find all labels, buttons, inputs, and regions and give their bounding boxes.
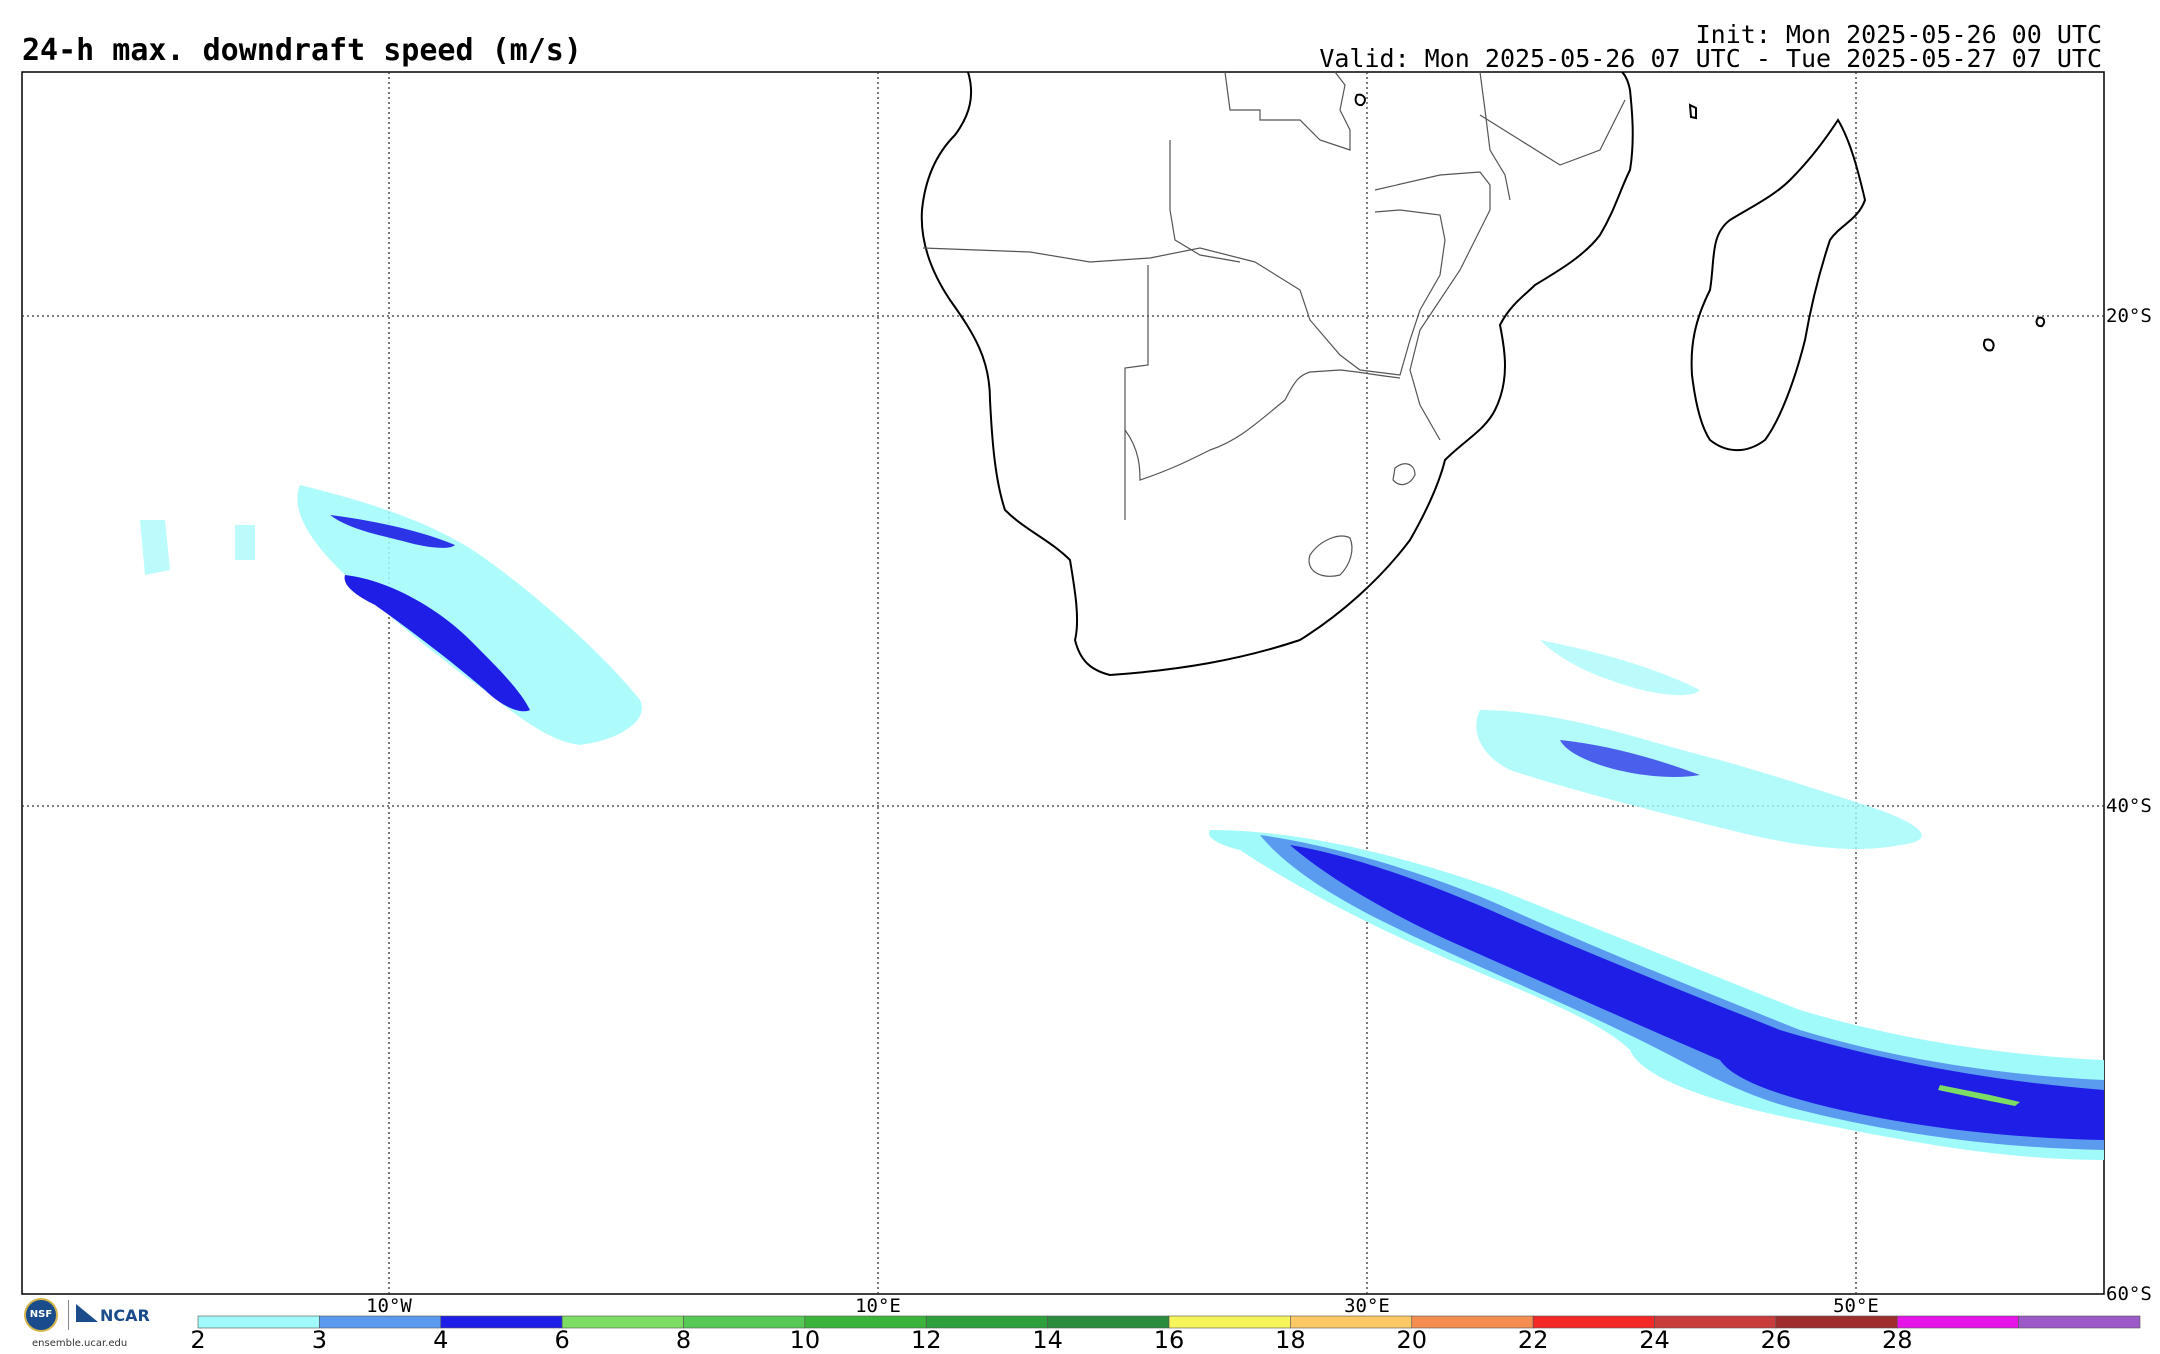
shade-mid-light-2 bbox=[1540, 640, 1700, 696]
border-namibia-botswana bbox=[1124, 265, 1149, 520]
colorbar-swatch bbox=[1532, 1315, 1655, 1329]
lon-label-50e: 50°E bbox=[1833, 1295, 1879, 1317]
madagascar-coast bbox=[1690, 118, 1867, 452]
shade-west-dark bbox=[344, 575, 530, 712]
colorbar-swatch bbox=[1654, 1315, 1777, 1329]
colorbar-swatch bbox=[440, 1315, 563, 1329]
colorbar-swatch bbox=[925, 1315, 1048, 1329]
colorbar-swatch bbox=[1290, 1315, 1413, 1329]
colorbar-swatch bbox=[1775, 1315, 1898, 1329]
colorbar-swatch bbox=[197, 1315, 320, 1329]
branding: NSF NCAR ensemble.ucar.edu bbox=[24, 1298, 164, 1354]
lon-labels: 10°W 10°E 30°E 50°E bbox=[366, 1295, 1879, 1317]
colorbar-swatch bbox=[683, 1315, 806, 1329]
site-url: ensemble.ucar.edu bbox=[32, 1338, 128, 1349]
border-mozambique bbox=[1374, 171, 1491, 441]
border-lesotho bbox=[1308, 535, 1353, 577]
comoros-coast bbox=[1688, 103, 1697, 120]
colorbar-swatch bbox=[1047, 1315, 1170, 1329]
border-zambia bbox=[1169, 140, 1241, 263]
ncar-logo: NCAR bbox=[100, 1306, 150, 1325]
shade-se-dark bbox=[1290, 845, 2104, 1140]
shade-west-light bbox=[297, 485, 642, 745]
colorbar-tick-label: 20 bbox=[1396, 1326, 1427, 1354]
downdraft-shading bbox=[140, 485, 2104, 1160]
colorbar: 2 3 4 6 8 10 12 14 16 18 20 22 24 26 28 bbox=[190, 1315, 2141, 1354]
lat-label-40s: 40°S bbox=[2106, 795, 2152, 817]
reunion-coast bbox=[2035, 316, 2046, 328]
shade-mid-dark bbox=[1560, 740, 1700, 777]
colorbar-tick-label: 12 bbox=[911, 1326, 942, 1354]
colorbar-swatch bbox=[1168, 1315, 1291, 1329]
border-zimbabwe bbox=[1254, 209, 1446, 376]
colorbar-swatch bbox=[804, 1315, 927, 1329]
mauritius-coast bbox=[1982, 338, 1995, 352]
colorbar-swatch bbox=[561, 1315, 684, 1329]
colorbar-tick-label: 24 bbox=[1639, 1326, 1670, 1354]
map-title: 24-h max. downdraft speed (m/s) bbox=[22, 33, 582, 68]
logo-separator bbox=[68, 1300, 69, 1330]
lat-label-20s: 20°S bbox=[2106, 305, 2152, 327]
shade-mid-light bbox=[1476, 710, 1922, 850]
lon-label-30e: 30°E bbox=[1344, 1295, 1390, 1317]
valid-time: Valid: Mon 2025-05-26 07 UTC - Tue 2025-… bbox=[1319, 44, 2102, 73]
colorbar-tick-label: 3 bbox=[312, 1326, 327, 1354]
shade-west-light-2 bbox=[140, 520, 255, 575]
border-tanzania bbox=[1479, 99, 1626, 166]
colorbar-tick-label: 6 bbox=[554, 1326, 569, 1354]
colorbar-tick-label: 14 bbox=[1032, 1326, 1063, 1354]
colorbar-tick-label: 8 bbox=[676, 1326, 691, 1354]
lat-label-60s: 60°S bbox=[2106, 1283, 2152, 1305]
colorbar-swatch bbox=[2018, 1315, 2141, 1329]
border-drc bbox=[1224, 71, 1351, 151]
colorbar-tick-label: 4 bbox=[433, 1326, 448, 1354]
init-time: Init: Mon 2025-05-26 00 UTC bbox=[1695, 20, 2102, 49]
colorbar-swatch bbox=[1896, 1315, 2019, 1329]
lat-labels: 20°S 40°S 60°S bbox=[2106, 305, 2152, 1305]
shade-west-dark-2 bbox=[330, 515, 455, 548]
colorbar-tick-label: 10 bbox=[790, 1326, 821, 1354]
plot-frame bbox=[21, 71, 2105, 1295]
lake-victoria-coast bbox=[1354, 93, 1366, 107]
colorbar-tick-label: 16 bbox=[1154, 1326, 1185, 1354]
colorbar-tick-label: 26 bbox=[1761, 1326, 1792, 1354]
border-malawi bbox=[1479, 71, 1511, 201]
colorbar-tick-label: 28 bbox=[1882, 1326, 1913, 1354]
colorbar-tick-label: 2 bbox=[190, 1326, 205, 1354]
colorbar-tick-label: 22 bbox=[1518, 1326, 1549, 1354]
nsf-logo: NSF bbox=[24, 1298, 58, 1332]
africa-coast bbox=[920, 71, 1634, 677]
shade-se-green bbox=[1938, 1085, 2020, 1106]
border-eswatini bbox=[1392, 463, 1416, 486]
coastlines bbox=[920, 71, 2046, 677]
lon-label-10e: 10°E bbox=[855, 1295, 901, 1317]
border-angola-namibia bbox=[922, 247, 1256, 263]
border-botswana-south bbox=[1124, 369, 1401, 481]
ncar-logo-mark bbox=[76, 1304, 98, 1322]
country-borders bbox=[922, 71, 1626, 577]
colorbar-swatch bbox=[319, 1315, 442, 1329]
colorbar-swatch bbox=[1411, 1315, 1534, 1329]
colorbar-tick-label: 18 bbox=[1275, 1326, 1306, 1354]
lon-label-10w: 10°W bbox=[366, 1295, 412, 1317]
